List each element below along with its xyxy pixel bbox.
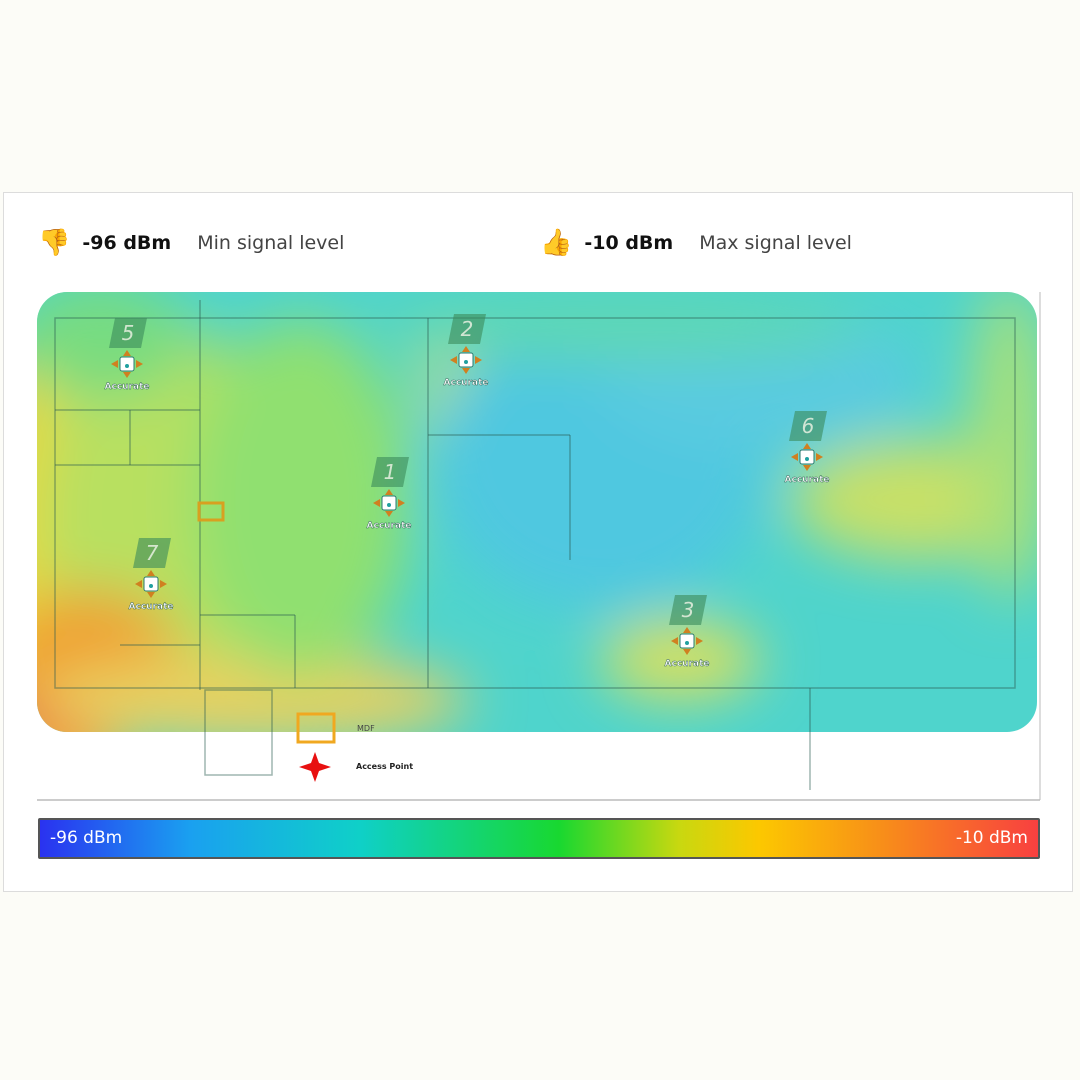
- wifi-dot: [125, 364, 129, 368]
- access-point: 7 Accurate: [128, 538, 174, 612]
- ap-number: 5: [122, 321, 135, 345]
- access-point: 6 Accurate: [784, 411, 830, 485]
- number-badge: [109, 318, 147, 348]
- ap-status: Accurate: [105, 382, 150, 392]
- ap-arrows: [373, 489, 405, 517]
- access-point: 3 Accurate: [664, 595, 710, 669]
- colorbar-min: -96 dBm: [50, 828, 123, 848]
- ap-number: 2: [461, 317, 474, 341]
- ap-arrows: [791, 443, 823, 471]
- ap-status: Accurate: [665, 659, 710, 669]
- number-badge: [371, 457, 409, 487]
- ap-arrows: [450, 346, 482, 374]
- number-badge: [789, 411, 827, 441]
- ap-status: Accurate: [785, 475, 830, 485]
- min-label: Min signal level: [197, 232, 345, 254]
- ap-status: Accurate: [444, 378, 489, 388]
- wifi-dot: [387, 503, 391, 507]
- legend-ap-icon: [299, 752, 331, 782]
- legend-mdf: MDF: [357, 724, 375, 733]
- access-point: 2 Accurate: [443, 314, 489, 388]
- ap-arrows: [671, 627, 703, 655]
- wifi-dot: [805, 457, 809, 461]
- access-point: 5 Accurate: [104, 318, 150, 392]
- number-badge: [669, 595, 707, 625]
- ap-status: Accurate: [129, 602, 174, 612]
- access-point: 1 Accurate: [366, 457, 412, 531]
- legend-access-point: Access Point: [356, 762, 413, 771]
- max-label: Max signal level: [699, 232, 852, 254]
- thumbs-up-icon: 👍: [540, 228, 573, 258]
- min-stat: 👎 -96 dBm Min signal level: [38, 228, 344, 258]
- ap-status: Accurate: [367, 521, 412, 531]
- ap-number: 1: [384, 460, 397, 484]
- colorbar: -96 dBm -10 dBm: [38, 818, 1040, 859]
- ap-arrows: [135, 570, 167, 598]
- colorbar-max: -10 dBm: [955, 828, 1028, 848]
- wifi-dot: [149, 584, 153, 588]
- number-badge: [448, 314, 486, 344]
- max-value: -10 dBm: [584, 232, 674, 254]
- legend-mdf-icon: [296, 712, 336, 744]
- min-value: -96 dBm: [82, 232, 172, 254]
- ap-number: 7: [146, 541, 159, 565]
- ap-arrows: [111, 350, 143, 378]
- max-stat: 👍 -10 dBm Max signal level: [540, 228, 852, 258]
- wifi-dot: [464, 360, 468, 364]
- number-badge: [133, 538, 171, 568]
- mdf-marker: [197, 501, 225, 522]
- ap-number: 3: [682, 598, 695, 622]
- wifi-dot: [685, 641, 689, 645]
- heat-layer: [37, 292, 1037, 732]
- thumbs-down-icon: 👎: [38, 228, 71, 258]
- ap-number: 6: [802, 414, 815, 438]
- floor-plan: [54, 300, 1016, 790]
